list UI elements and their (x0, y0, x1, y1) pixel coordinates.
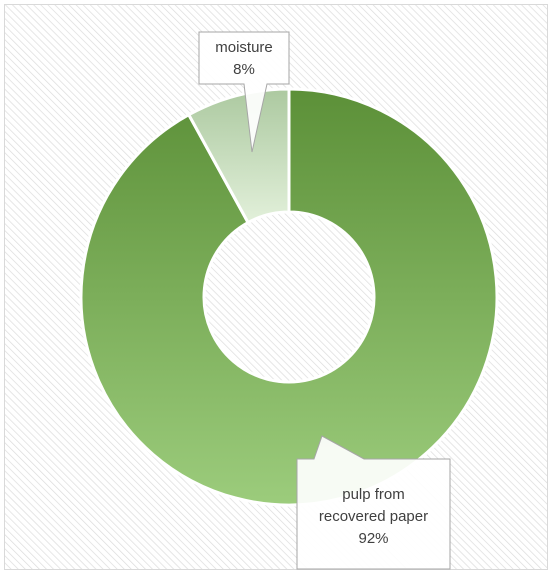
slice-pulp-from-recovered-paper (79, 87, 499, 507)
donut-chart: pulp from recovered paper 92% moisture 8… (4, 4, 548, 570)
chart-area: pulp from recovered paper 92% moisture 8… (4, 4, 548, 570)
callout-moisture-box (198, 31, 290, 153)
slice-moisture (187, 87, 291, 225)
callout-moisture: moisture 8% (198, 31, 290, 153)
callout-pulp-box (296, 435, 451, 570)
callout-pulp-line2: recovered paper (319, 508, 428, 525)
callout-pulp-value: 92% (358, 530, 388, 547)
callout-moisture-line1: moisture (215, 39, 273, 56)
donut-slices (79, 87, 499, 507)
callout-pulp: pulp from recovered paper 92% (296, 435, 451, 570)
callout-pulp-line1: pulp from (342, 486, 405, 503)
callout-moisture-value: 8% (233, 61, 255, 78)
